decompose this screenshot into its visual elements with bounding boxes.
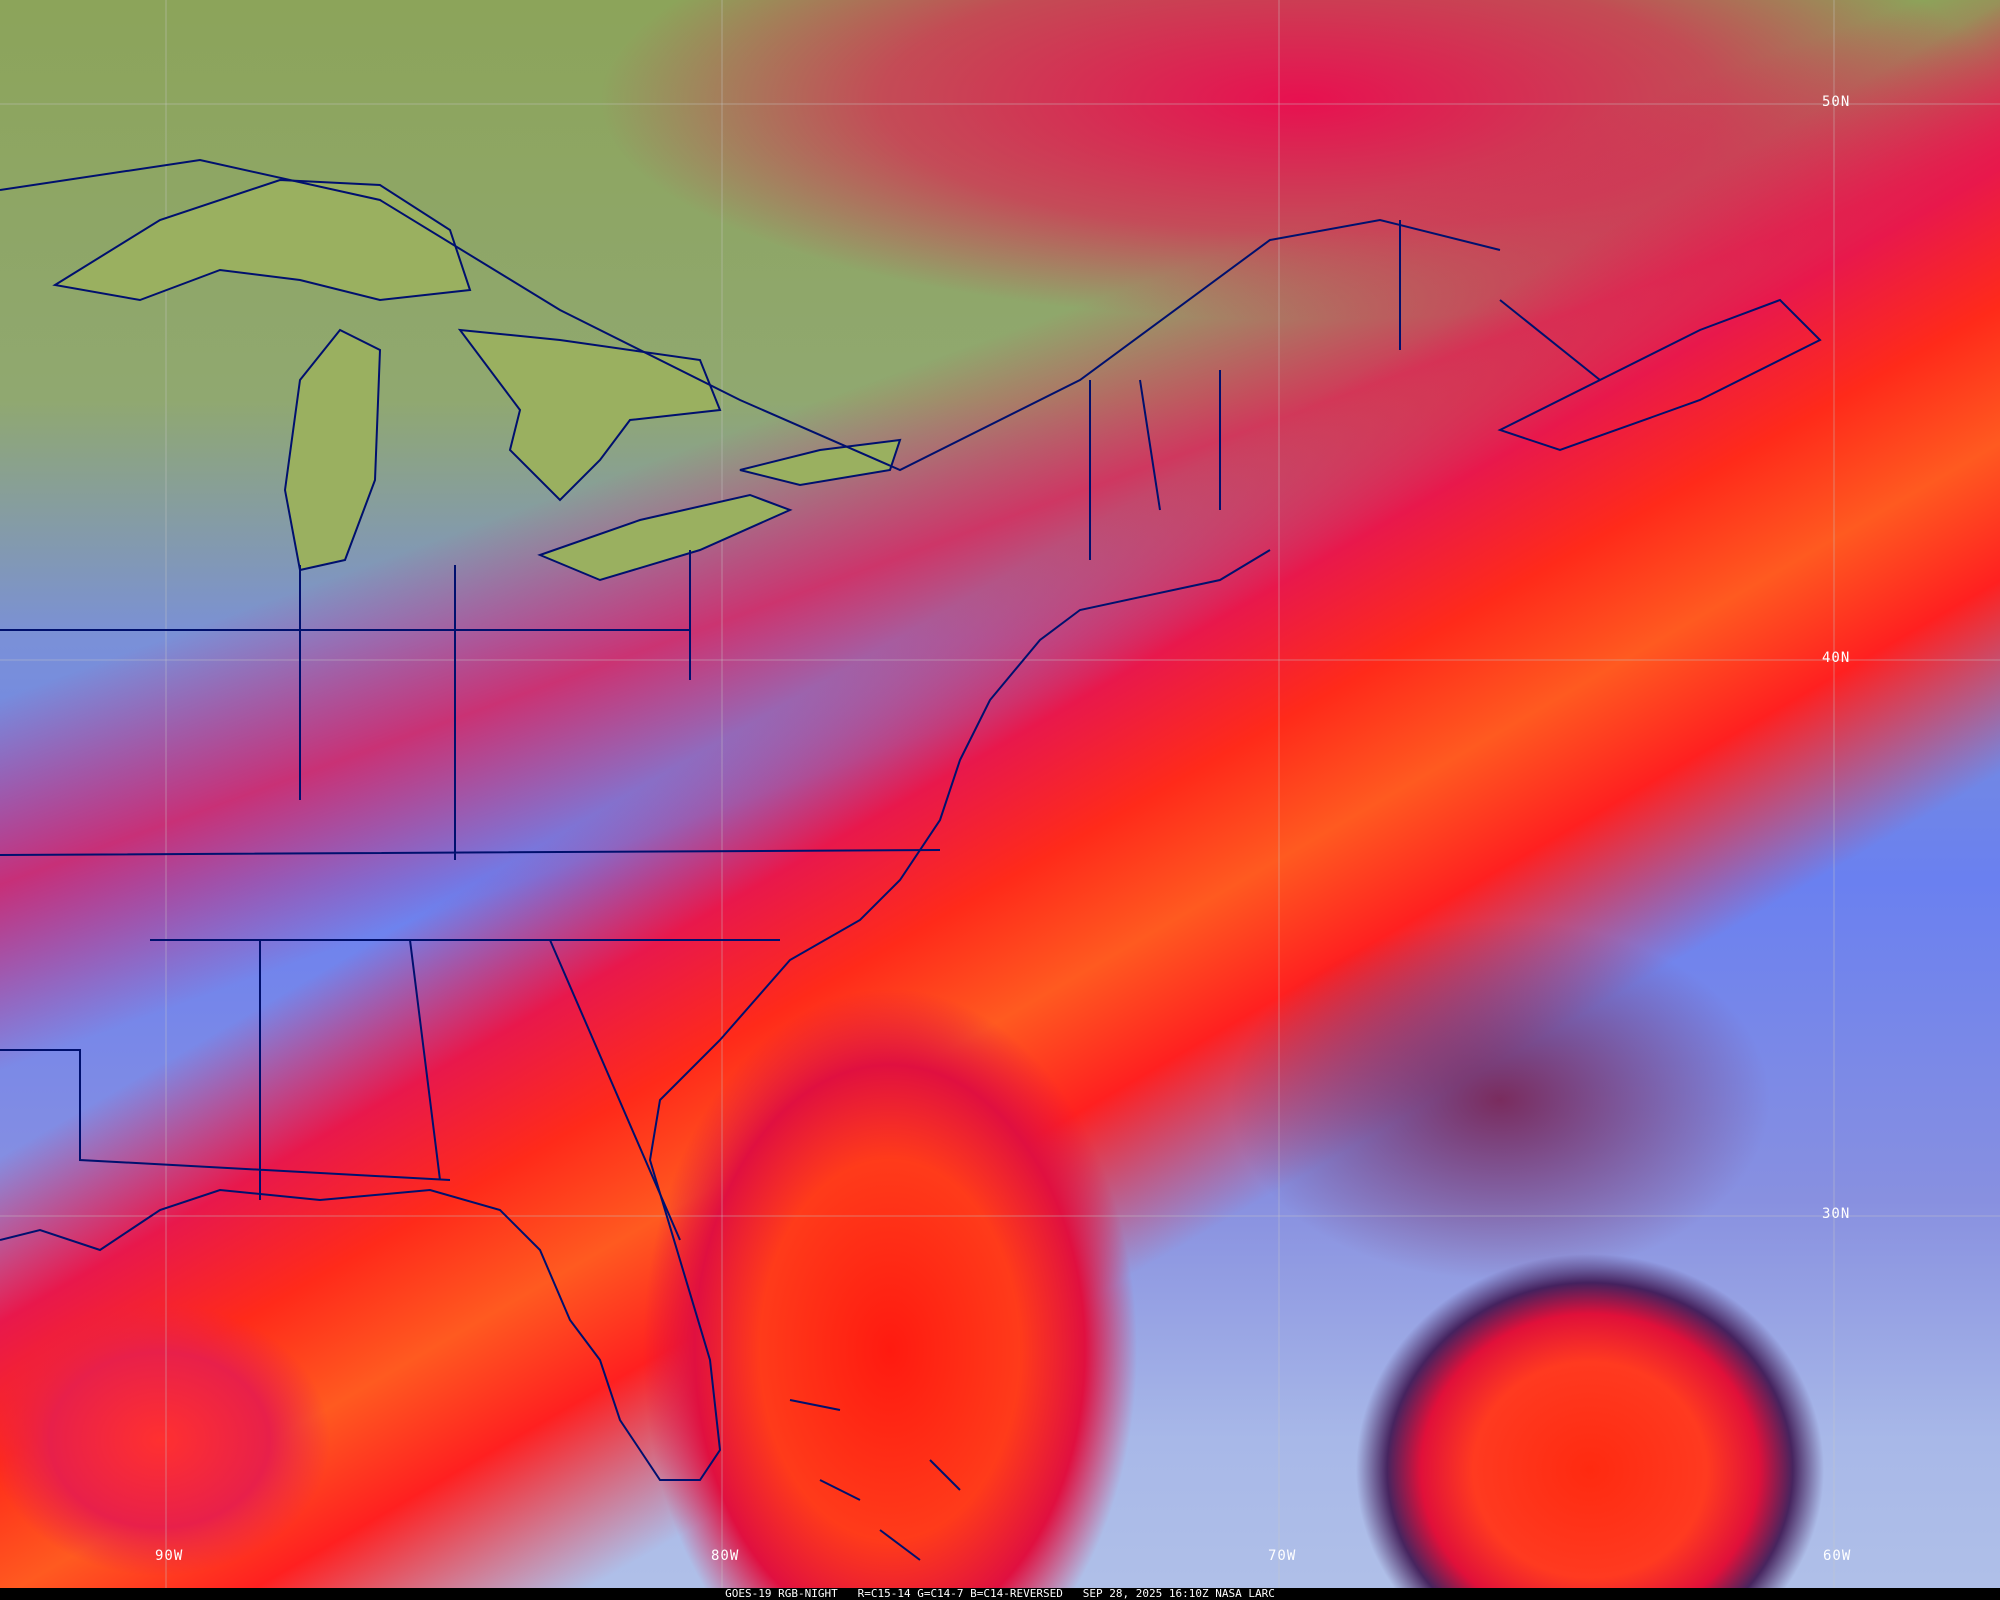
atlantic-coast xyxy=(0,549,1271,1481)
lake-superior xyxy=(52,178,472,302)
caption-channels: R=C15-14 G=C14-7 B=C14-REVERSED xyxy=(857,1587,1063,1600)
caption-satellite: GOES-19 RGB-NIGHT xyxy=(725,1587,838,1600)
caption-source: NASA LARC xyxy=(1215,1587,1275,1600)
lon-label-70w: 70W xyxy=(1268,1548,1297,1564)
image-caption: GOES-19 RGB-NIGHT R=C15-14 G=C14-7 B=C14… xyxy=(0,1588,2000,1600)
lon-label-60w: 60W xyxy=(1823,1548,1852,1564)
lat-label-50n: 50N xyxy=(1822,94,1851,110)
lon-label-80w: 80W xyxy=(711,1548,740,1564)
nova-scotia xyxy=(1497,298,1822,452)
lake-michigan xyxy=(283,328,382,572)
coastlines-and-borders xyxy=(0,158,1822,1561)
bahamas xyxy=(789,1399,961,1561)
lake-ontario xyxy=(739,438,902,487)
lat-label-30n: 30N xyxy=(1822,1206,1851,1222)
caption-timestamp: SEP 28, 2025 16:10Z xyxy=(1082,1587,1209,1600)
lake-huron xyxy=(457,328,722,502)
lake-erie xyxy=(537,493,793,582)
state-borders xyxy=(0,220,1601,1241)
us-canada-border xyxy=(0,158,1501,472)
lat-label-40n: 40N xyxy=(1822,650,1851,666)
lon-label-90w: 90W xyxy=(155,1548,184,1564)
